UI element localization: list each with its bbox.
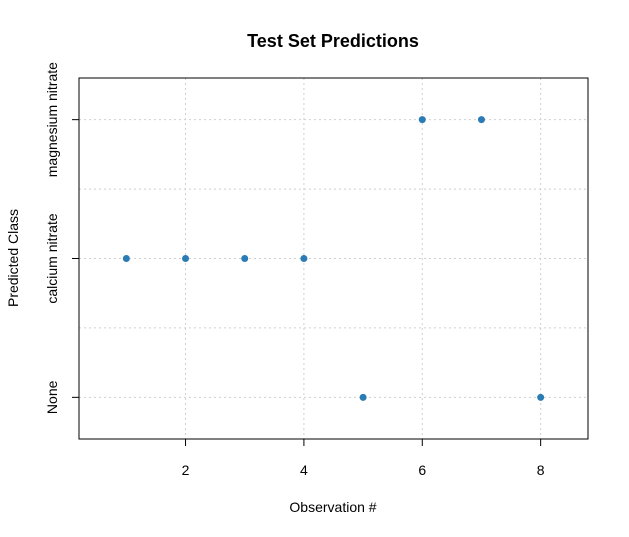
y-tick-label: magnesium nitrate	[44, 62, 60, 177]
grid	[79, 78, 588, 439]
data-point	[418, 116, 426, 124]
x-tick-label: 4	[300, 462, 308, 478]
chart-title: Test Set Predictions	[247, 31, 419, 51]
y-tick-label: None	[44, 380, 60, 414]
data-point	[477, 116, 485, 124]
data-point	[241, 255, 249, 262]
x-tick-label: 2	[182, 462, 190, 478]
x-tick-label: 8	[537, 462, 545, 478]
y-axis-label: Predicted Class	[5, 209, 21, 307]
x-tick-label: 6	[418, 462, 426, 478]
data-point	[300, 255, 308, 262]
axis-ticks: 2 4 6 8 None calcium nitrate magnesium nitrate	[44, 62, 545, 478]
data-point	[359, 393, 367, 401]
data-point	[182, 255, 190, 262]
data-point	[122, 255, 130, 262]
data-point	[537, 393, 545, 401]
y-tick-label: calcium nitrate	[44, 213, 60, 303]
x-axis-label: Observation #	[289, 499, 376, 515]
data-points	[122, 116, 545, 401]
